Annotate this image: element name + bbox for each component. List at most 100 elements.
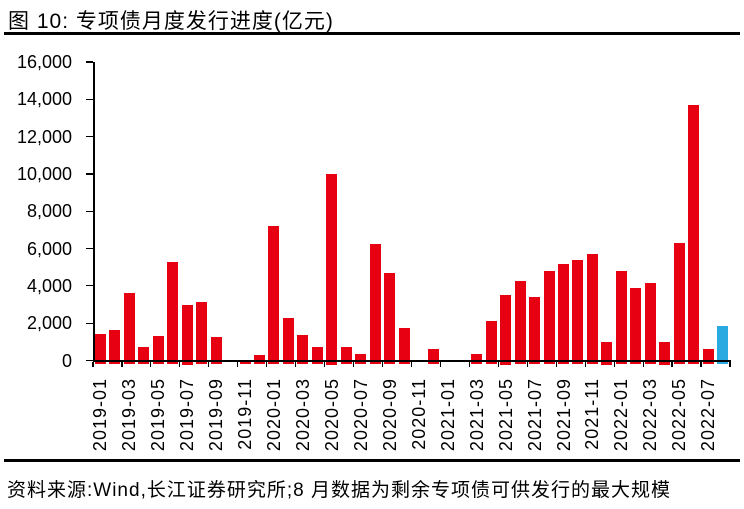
- x-tick: [468, 361, 470, 367]
- bar-2021-10: [572, 259, 584, 365]
- bar-2021-06: [514, 281, 526, 365]
- bar-2022-03: [644, 283, 656, 365]
- bar-2021-07: [529, 297, 541, 365]
- footer-divider: [4, 459, 740, 462]
- x-tick: [150, 361, 152, 367]
- x-tick: [729, 361, 731, 367]
- x-axis-label-2020-05: 2020-05: [321, 378, 342, 452]
- x-axis-label-2019-11: 2019-11: [235, 378, 255, 450]
- y-tick: [86, 136, 93, 138]
- bar-2021-04: [485, 321, 497, 365]
- bar-2019-02: [109, 329, 121, 365]
- y-tick: [86, 322, 93, 324]
- bar-2020-04: [311, 347, 323, 365]
- bar-2022-06: [688, 104, 700, 365]
- y-axis-line: [93, 62, 95, 362]
- x-tick: [671, 361, 673, 367]
- x-tick: [208, 361, 210, 367]
- x-tick: [295, 361, 297, 367]
- bar-2020-06: [340, 346, 352, 365]
- x-axis-label-2020-03: 2020-03: [292, 378, 313, 452]
- y-tick: [86, 359, 93, 362]
- bar-2020-09: [384, 272, 396, 365]
- bar-2021-09: [558, 264, 569, 365]
- bar-2021-03: [471, 353, 483, 365]
- bar-2019-07: [181, 304, 193, 365]
- y-tick: [86, 285, 93, 287]
- y-axis-label: 8,000: [26, 201, 72, 222]
- x-tick: [179, 361, 181, 367]
- x-tick: [237, 361, 239, 367]
- y-axis-label: 10,000: [16, 163, 72, 184]
- x-tick: [410, 361, 413, 367]
- bar-2020-01: [268, 226, 280, 365]
- bar-2019-09: [210, 337, 222, 365]
- x-tick: [439, 361, 442, 367]
- y-tick: [86, 173, 93, 175]
- bar-2020-10: [398, 327, 410, 365]
- x-axis-label-2019-03: 2019-03: [119, 378, 140, 452]
- bar-2019-06: [167, 261, 179, 365]
- x-tick: [352, 361, 355, 367]
- bar-2019-04: [138, 347, 150, 365]
- bar-2022-08: [717, 325, 729, 365]
- x-axis-label-2021-09: 2021-09: [553, 378, 574, 452]
- bar-2022-07: [702, 349, 714, 365]
- y-tick: [86, 210, 93, 212]
- x-axis-label-2022-07: 2022-07: [698, 378, 719, 452]
- x-axis-label-2020-07: 2020-07: [350, 378, 371, 452]
- x-axis-label-2021-01: 2021-01: [437, 378, 458, 452]
- bar-2021-08: [543, 270, 555, 365]
- x-axis-label-2021-05: 2021-05: [495, 378, 516, 452]
- x-tick: [121, 361, 123, 367]
- x-tick: [266, 361, 268, 367]
- bar-2020-02: [282, 317, 294, 365]
- bar-2019-01: [94, 334, 106, 365]
- y-axis-label: 16,000: [16, 52, 72, 72]
- y-axis-label: 14,000: [16, 89, 72, 110]
- bar-2022-01: [615, 270, 627, 365]
- bar-2020-07: [355, 353, 367, 365]
- x-tick: [324, 361, 326, 367]
- x-tick: [381, 361, 384, 367]
- x-tick: [584, 361, 586, 367]
- source-note: 资料来源:Wind,长江证券研究所;8 月数据为剩余专项债可供发行的最大规模: [7, 480, 671, 501]
- title-divider: [4, 32, 740, 35]
- y-axis-label: 2,000: [26, 313, 72, 334]
- x-axis-label-2019-07: 2019-07: [177, 378, 198, 452]
- y-axis-label: 12,000: [16, 126, 72, 147]
- x-axis-label-2021-03: 2021-03: [466, 378, 487, 452]
- x-axis-label-2019-05: 2019-05: [148, 378, 169, 452]
- x-tick: [526, 361, 528, 367]
- bar-2020-05: [326, 173, 338, 365]
- figure-title: 图 10: 专项债月度发行进度(亿元): [8, 10, 334, 33]
- x-tick: [497, 361, 499, 367]
- y-tick: [86, 98, 93, 100]
- bar-2020-12: [427, 349, 439, 365]
- bar-2021-12: [601, 341, 613, 365]
- y-tick: [86, 61, 93, 63]
- x-tick: [642, 361, 644, 367]
- x-axis-label-2022-03: 2022-03: [640, 378, 661, 452]
- bar-2019-08: [196, 301, 208, 365]
- bar-2022-04: [659, 341, 671, 365]
- x-axis-label-2022-01: 2022-01: [611, 378, 632, 452]
- x-tick: [555, 361, 557, 367]
- bar-2019-11: [239, 359, 251, 365]
- bar-2021-11: [586, 254, 598, 365]
- x-tick: [700, 361, 702, 367]
- bar-2019-05: [152, 336, 164, 365]
- bar-2022-02: [630, 287, 642, 365]
- x-axis-label-2019-09: 2019-09: [206, 378, 227, 452]
- y-axis-label: 0: [61, 350, 72, 371]
- x-axis-label-2020-09: 2020-09: [379, 378, 400, 452]
- x-axis-label-2020-01: 2020-01: [263, 378, 284, 452]
- bar-2022-05: [673, 242, 685, 365]
- x-axis-label-2019-01: 2019-01: [90, 378, 111, 452]
- x-axis-label-2021-07: 2021-07: [524, 378, 545, 452]
- bar-2021-05: [500, 295, 512, 365]
- y-axis-label: 4,000: [26, 275, 72, 296]
- bar-2019-03: [123, 293, 135, 365]
- x-axis-label-2020-11: 2020-11: [408, 378, 429, 450]
